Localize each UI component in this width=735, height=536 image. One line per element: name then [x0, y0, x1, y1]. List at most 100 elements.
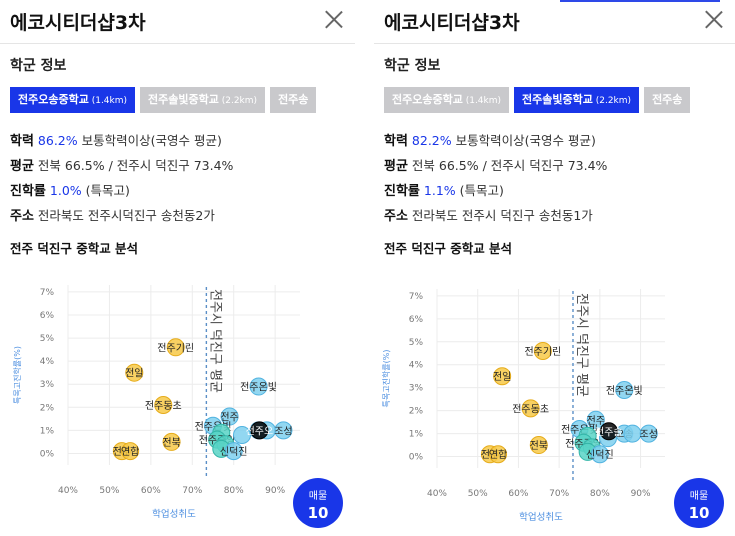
school-point [489, 445, 508, 464]
school-tab-name: 전주송 [652, 93, 683, 106]
advance-value: 1.0% [49, 183, 82, 198]
school-point-label: 조성 [274, 425, 292, 437]
school-tab-2[interactable]: 전주송 [270, 87, 317, 113]
x-tick-label: 80% [224, 486, 244, 496]
y-tick-label: 0% [40, 449, 55, 459]
badge-label: 매물 [689, 491, 709, 502]
y-tick-label: 5% [409, 338, 424, 348]
x-tick-label: 80% [590, 489, 610, 499]
advance-row: 진학률 1.0% (특목고) [10, 180, 130, 199]
y-tick-label: 3% [40, 380, 55, 390]
school-point-label: 전북 [162, 437, 180, 449]
school-point [121, 442, 140, 461]
school-point [249, 377, 268, 396]
school-point [493, 367, 512, 386]
school-point-label: 연합 [121, 446, 139, 458]
y-tick-label: 1% [409, 430, 424, 440]
address-row: 주소 전라북도 전주시덕진구 송천동2가 [10, 205, 215, 224]
badge-label: 매물 [308, 491, 328, 502]
advance-desc: (특목고) [459, 183, 504, 198]
y-axis-label: 특목고진학률(%) [381, 349, 391, 407]
panel-gap [355, 0, 374, 536]
average-label: 평균 [384, 159, 408, 174]
scatter-chart: 0% 1% 2% 3% 4% 5% 6% 7% 40% 50% 60% 70% 80% 90% 학업성취도 특… [12, 285, 300, 520]
average-desc: 전북 66.5% / 전주시 덕진구 73.4% [37, 158, 234, 173]
address-desc: 전라북도 전주시 덕진구 송천동1가 [411, 208, 593, 223]
listing-count-badge[interactable]: 매물 10 [674, 478, 724, 528]
y-tick-label: 0% [409, 453, 424, 463]
divider [374, 43, 735, 44]
close-icon[interactable] [705, 10, 723, 28]
school-tabs: 전주오송중학교 (1.4km) 전주솔빛중학교 (2.2km) 전주송 [10, 87, 355, 113]
school-tab-1[interactable]: 전주솔빛중학교 (2.2km) [514, 87, 640, 113]
x-tick-label: 40% [427, 489, 447, 499]
scatter-chart: 0% 1% 2% 3% 4% 5% 6% 7% 40% 50% 60% 70% 80% 90% 학업성취도 특… [381, 289, 665, 523]
close-icon[interactable] [325, 10, 343, 28]
academic-desc: 보통학력이상(국영수 평균) [455, 133, 596, 148]
academic-label: 학력 [384, 134, 408, 149]
school-tab-1[interactable]: 전주솔빛중학교 (2.2km) [140, 87, 266, 113]
advance-label: 진학률 [10, 184, 46, 199]
y-tick-label: 2% [409, 407, 424, 417]
school-point [250, 421, 269, 440]
x-tick-label: 60% [508, 489, 528, 499]
advance-value: 1.1% [423, 183, 456, 198]
apartment-title: 에코시티더샵3차 [384, 12, 520, 34]
school-tab-distance: (2.2km) [592, 96, 632, 106]
school-point-label: 전주솔 [595, 426, 623, 438]
school-point [224, 442, 243, 461]
reference-line-label: 전주시 덕진구 평균 [207, 289, 222, 393]
academic-row: 학력 82.2% 보통학력이상(국영수 평균) [384, 130, 596, 149]
school-point [599, 422, 618, 441]
academic-label: 학력 [10, 134, 34, 149]
y-tick-label: 1% [40, 426, 55, 436]
advance-row: 진학률 1.1% (특목고) [384, 180, 504, 199]
school-tab-name: 전주오송중학교 [392, 93, 463, 106]
school-point [154, 396, 173, 414]
school-point-label: 전주 [587, 415, 605, 427]
badge-count: 10 [307, 504, 329, 522]
school-tab-2[interactable]: 전주송 [644, 87, 691, 113]
school-point-label: 전일 [493, 371, 511, 383]
school-point [590, 445, 609, 464]
school-point [529, 436, 548, 455]
school-tab-distance: (2.2km) [218, 96, 258, 106]
school-tab-0[interactable]: 전주오송중학교 (1.4km) [10, 87, 136, 113]
school-point [615, 380, 634, 399]
school-info-panel-left: 에코시티더샵3차 학군 정보 전주오송중학교 (1.4km) 전주솔빛중학교 (2… [0, 0, 355, 536]
school-point-label: 전주기린 [524, 346, 561, 358]
academic-desc: 보통학력이상(국영수 평균) [81, 133, 222, 148]
y-tick-label: 7% [40, 288, 55, 298]
school-point [233, 426, 251, 444]
reference-line-label: 전주시 덕진구 평균 [574, 293, 589, 397]
school-tab-0[interactable]: 전주오송중학교 (1.4km) [384, 87, 510, 113]
section-title: 학군 정보 [384, 58, 441, 74]
school-point-label: 신덕진 [220, 446, 248, 458]
academic-value: 86.2% [37, 133, 78, 148]
y-axis-label: 특목고진학률(%) [12, 346, 22, 404]
address-row: 주소 전라북도 전주시 덕진구 송천동1가 [384, 205, 593, 224]
x-tick-label: 50% [468, 489, 488, 499]
school-tabs: 전주오송중학교 (1.4km) 전주솔빛중학교 (2.2km) 전주송 [384, 87, 735, 113]
divider [0, 43, 355, 44]
x-tick-label: 90% [265, 486, 285, 496]
listing-count-badge[interactable]: 매물 10 [293, 478, 343, 528]
chart-title: 전주 덕진구 중학교 분석 [10, 241, 139, 256]
advance-label: 진학률 [384, 184, 420, 199]
address-label: 주소 [10, 209, 34, 224]
y-tick-label: 3% [409, 384, 424, 394]
school-point [521, 399, 540, 418]
school-point-label: 전일 [125, 368, 143, 380]
address-label: 주소 [384, 209, 408, 224]
x-tick-label: 90% [631, 489, 651, 499]
school-point [623, 424, 642, 443]
school-point-label: 전주동초 [145, 400, 182, 412]
school-point-label: 전주오 [246, 425, 274, 437]
apartment-title: 에코시티더샵3차 [10, 12, 146, 34]
school-point [533, 341, 552, 360]
x-tick-label: 40% [58, 486, 78, 496]
school-tab-name: 전주송 [278, 93, 309, 106]
school-point-label: 전주동초 [512, 403, 549, 415]
y-tick-label: 6% [409, 315, 424, 325]
x-axis-label: 학업성취도 [152, 508, 196, 520]
